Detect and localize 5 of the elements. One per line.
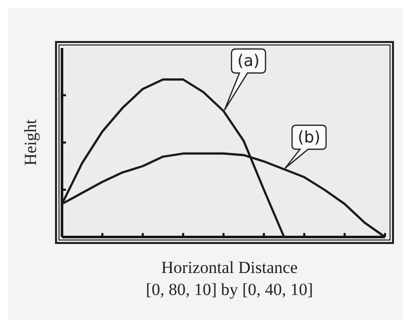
x-axis-title: Horizontal Distance [161,258,298,277]
series-label: (b) [298,127,320,146]
text: [0, 80, 10] by [0, 40, 10] [146,280,314,299]
y-axis-title: Height [21,119,40,166]
text: (a) [237,51,260,70]
